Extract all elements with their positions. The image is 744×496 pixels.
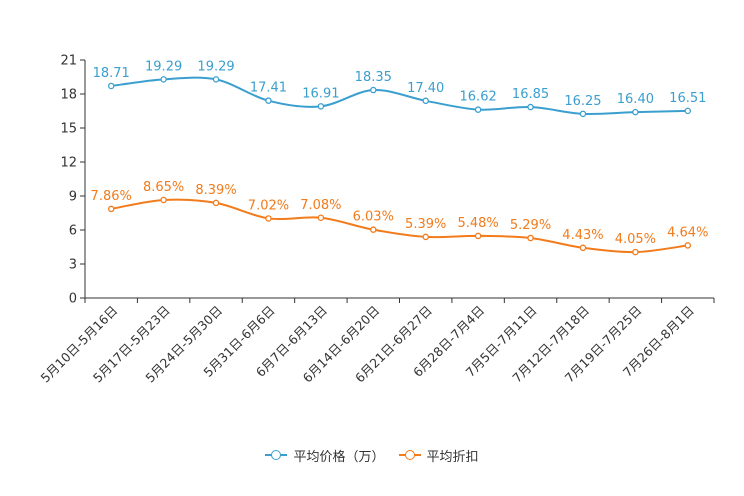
data-point (370, 226, 377, 233)
line-chart: 0369121518215月10日-5月16日5月17日-5月23日5月24日-… (38, 54, 715, 386)
data-label: 8.65% (143, 180, 184, 195)
data-point (107, 82, 115, 90)
data-point (212, 76, 220, 83)
legend-item-price[interactable]: 平均价格（万） (265, 446, 385, 465)
y-tick-label: 6 (69, 224, 77, 239)
data-label: 16.25 (564, 94, 601, 109)
data-point (107, 205, 115, 213)
legend-item-discount[interactable]: 平均折扣 (398, 446, 479, 465)
y-tick-label: 9 (69, 190, 77, 205)
legend-label-discount: 平均折扣 (426, 449, 479, 465)
data-label: 16.51 (669, 91, 706, 106)
data-point (474, 232, 482, 240)
data-point (632, 108, 639, 116)
data-label: 18.35 (355, 70, 392, 85)
data-point (684, 242, 692, 249)
data-label: 16.91 (302, 86, 339, 101)
legend-line-circle-icon (265, 449, 288, 461)
data-label: 5.39% (405, 217, 446, 232)
y-tick-label: 18 (60, 88, 77, 103)
data-label: 17.40 (407, 81, 444, 96)
data-label: 7.08% (300, 198, 341, 213)
data-label: 18.71 (93, 66, 130, 81)
data-label: 5.29% (510, 218, 551, 233)
data-point (474, 106, 482, 113)
data-label: 4.43% (562, 228, 603, 243)
data-point (422, 97, 429, 105)
y-tick-label: 0 (69, 292, 77, 307)
y-tick-label: 12 (60, 156, 77, 171)
data-point (422, 233, 429, 241)
data-label: 19.29 (145, 59, 182, 74)
data-label: 6.03% (353, 210, 394, 225)
data-label: 8.39% (195, 183, 236, 198)
legend-line-circle-icon (398, 449, 421, 461)
data-point (527, 103, 534, 111)
data-point (160, 76, 167, 83)
series-line (111, 198, 688, 254)
data-label: 5.48% (457, 216, 498, 231)
data-label: 16.85 (512, 87, 549, 102)
data-label: 4.64% (667, 225, 708, 240)
y-tick-label: 3 (69, 258, 77, 273)
data-point (265, 215, 272, 222)
legend-label-price: 平均价格（万） (293, 449, 385, 465)
data-point (579, 244, 587, 252)
data-label: 4.05% (615, 232, 656, 247)
data-label: 16.62 (460, 90, 497, 105)
chart-legend: 平均价格（万） 平均折扣 (0, 443, 744, 467)
data-point (684, 107, 692, 115)
y-tick-label: 21 (60, 54, 77, 69)
data-point (527, 234, 534, 242)
data-label: 19.29 (197, 59, 234, 74)
data-point (317, 103, 325, 110)
data-label: 7.02% (248, 198, 289, 213)
data-label: 17.41 (250, 81, 287, 96)
chart-series-layer: 18.71 19.29 19.29 17.41 16.91 18.35 17.40 16.62… (91, 59, 708, 256)
data-point (265, 97, 272, 104)
data-point (317, 214, 325, 222)
data-point (212, 199, 220, 207)
data-point (160, 196, 167, 204)
series-price: 18.71 19.29 19.29 17.41 16.91 18.35 17.40 16.62… (93, 59, 706, 118)
series-line (111, 76, 688, 116)
y-tick-label: 15 (60, 122, 77, 137)
series-discount: 7.86% 8.65% 8.39% 7.02% 7.08% 6.03% 5.39% 5.48%… (91, 180, 708, 256)
data-label: 16.40 (617, 92, 654, 107)
data-point (370, 86, 377, 94)
data-label: 7.86% (91, 189, 132, 204)
data-point (632, 248, 639, 256)
data-point (579, 110, 587, 118)
